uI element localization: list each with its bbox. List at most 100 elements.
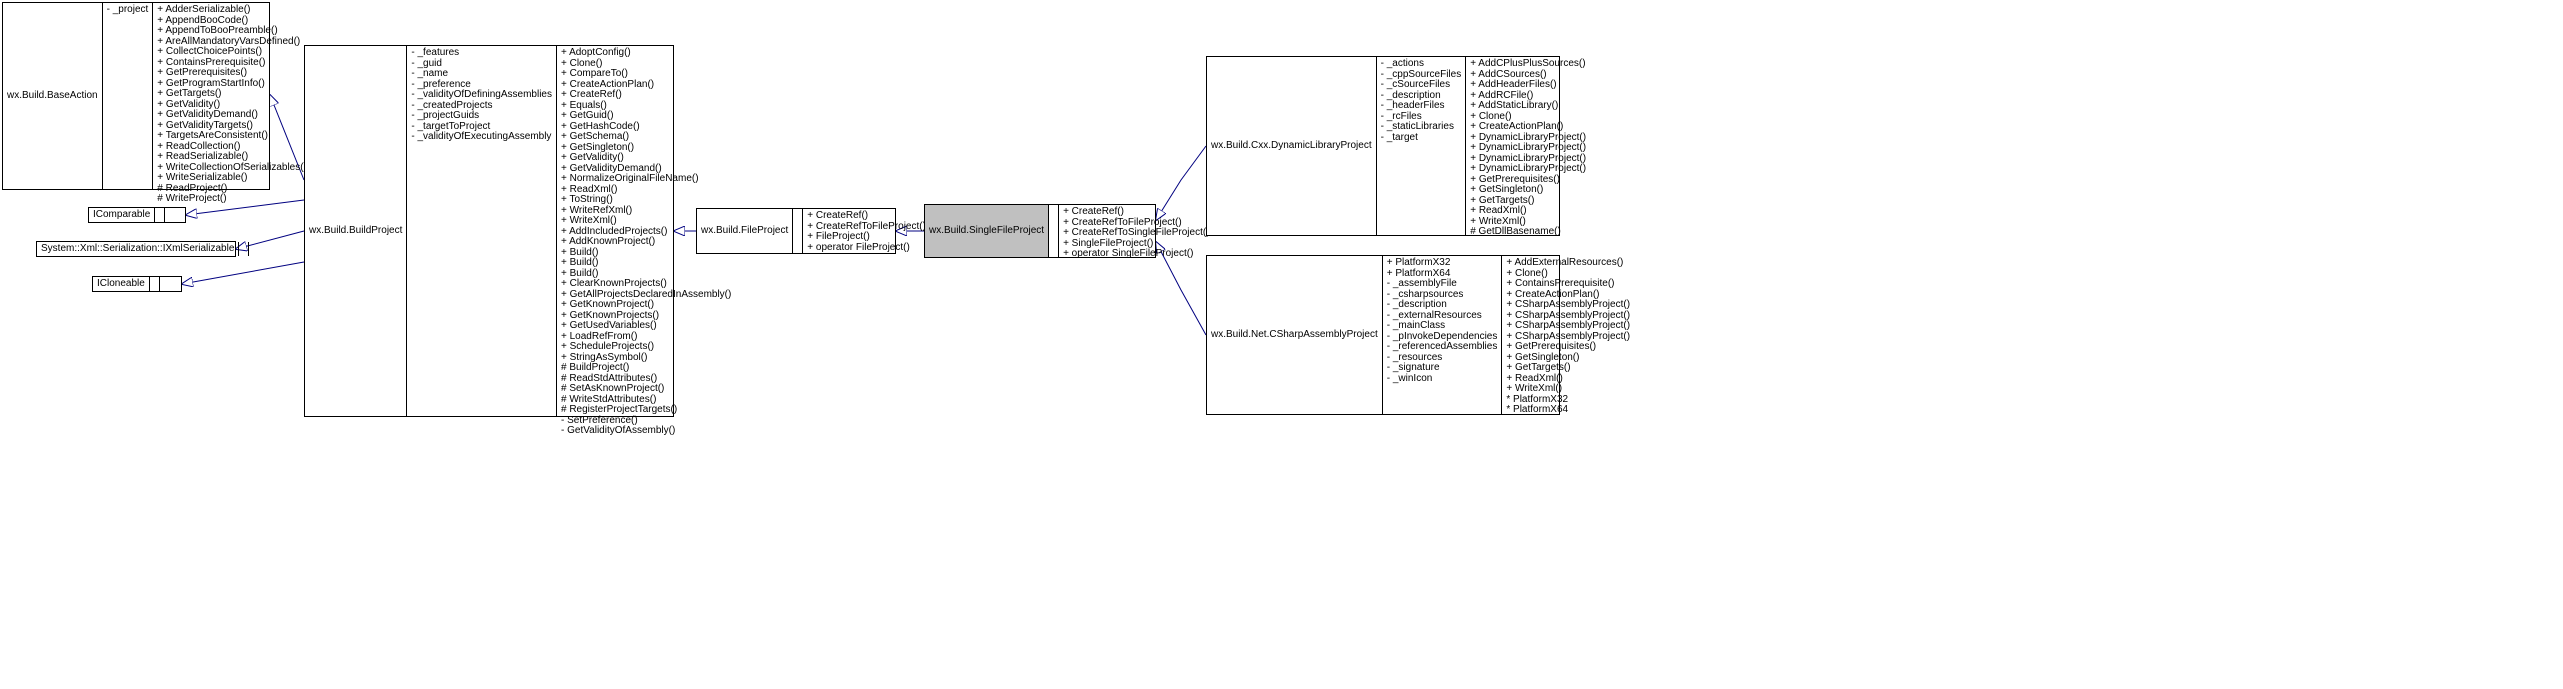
class-baseAction: wx.Build.BaseAction- _project+ AdderSeri… bbox=[2, 2, 270, 190]
operation: + Build() bbox=[561, 258, 731, 269]
operation: + ToString() bbox=[561, 195, 731, 206]
operation: # RegisterProjectTargets() bbox=[561, 405, 731, 416]
class-title: wx.Build.SingleFileProject bbox=[925, 205, 1049, 257]
operation: + WriteSerializable() bbox=[157, 173, 307, 184]
class-buildProject: wx.Build.BuildProject- _features- _guid-… bbox=[304, 45, 674, 417]
class-title: System::Xml::Serialization::IXmlSerializ… bbox=[37, 242, 239, 256]
class-title: wx.Build.Net.CSharpAssemblyProject bbox=[1207, 256, 1383, 414]
operation: + operator FileProject() bbox=[807, 243, 926, 254]
class-attributes bbox=[150, 277, 160, 291]
operation: + AddStaticLibrary() bbox=[1470, 101, 1586, 112]
operation: # SetAsKnownProject() bbox=[561, 384, 731, 395]
attribute: - _headerFiles bbox=[1381, 101, 1462, 112]
class-operations: + CreateRef()+ CreateRefToFileProject()+… bbox=[1059, 205, 1213, 257]
operation: + WriteXml() bbox=[1506, 384, 1630, 395]
operation: + AppendToBooPreamble() bbox=[157, 26, 307, 37]
attribute: - _name bbox=[411, 69, 552, 80]
operation: - GetValidityOfAssembly() bbox=[561, 426, 731, 437]
operation: + GetSingleton() bbox=[1470, 185, 1586, 196]
operation: + AdoptConfig() bbox=[561, 48, 731, 59]
operation: + GetSchema() bbox=[561, 132, 731, 143]
operation: + GetValidity() bbox=[561, 153, 731, 164]
class-operations bbox=[249, 242, 259, 256]
class-fileProject: wx.Build.FileProject+ CreateRef()+ Creat… bbox=[696, 208, 896, 254]
class-operations bbox=[165, 208, 175, 222]
attribute: - _mainClass bbox=[1387, 321, 1498, 332]
operation: # WriteProject() bbox=[157, 194, 307, 205]
operation: + CreateRef() bbox=[561, 90, 731, 101]
operation: + ReadXml() bbox=[1470, 206, 1586, 217]
operation: + CompareTo() bbox=[561, 69, 731, 80]
operation: + GetValidityDemand() bbox=[157, 110, 307, 121]
class-singleFileProject: wx.Build.SingleFileProject+ CreateRef()+… bbox=[924, 204, 1156, 258]
attribute: + PlatformX32 bbox=[1387, 258, 1498, 269]
attribute: - _referencedAssemblies bbox=[1387, 342, 1498, 353]
operation: + GetTargets() bbox=[157, 89, 307, 100]
operation: + CreateRef() bbox=[807, 211, 926, 222]
class-attributes: + PlatformX32+ PlatformX64- _assemblyFil… bbox=[1383, 256, 1503, 414]
class-title: wx.Build.BaseAction bbox=[3, 3, 103, 189]
operation: + AddExternalResources() bbox=[1506, 258, 1630, 269]
attribute: - _project bbox=[107, 5, 149, 16]
class-title: wx.Build.FileProject bbox=[697, 209, 793, 253]
class-attributes bbox=[155, 208, 165, 222]
class-attributes: - _features- _guid- _name- _preference- … bbox=[407, 46, 557, 416]
class-operations: + AdderSerializable()+ AppendBooCode()+ … bbox=[153, 3, 311, 189]
class-iComparable: IComparable bbox=[88, 207, 186, 223]
operation: + ScheduleProjects() bbox=[561, 342, 731, 353]
operation: + GetPrerequisites() bbox=[1506, 342, 1630, 353]
operation: # GetDllBasename() bbox=[1470, 227, 1586, 238]
attribute: - _projectGuids bbox=[411, 111, 552, 122]
class-operations: + CreateRef()+ CreateRefToFileProject()+… bbox=[803, 209, 930, 253]
operation: + AddCPlusPlusSources() bbox=[1470, 59, 1586, 70]
attribute: - _assemblyFile bbox=[1387, 279, 1498, 290]
class-attributes: - _actions- _cppSourceFiles- _cSourceFil… bbox=[1377, 57, 1467, 235]
class-attributes bbox=[793, 209, 803, 253]
operation: + DynamicLibraryProject() bbox=[1470, 143, 1586, 154]
attribute: - _winIcon bbox=[1387, 374, 1498, 385]
class-title: IComparable bbox=[89, 208, 155, 222]
operation: + operator SingleFileProject() bbox=[1063, 249, 1209, 260]
operation: + AdderSerializable() bbox=[157, 5, 307, 16]
operation: + GetPrerequisites() bbox=[157, 68, 307, 79]
class-attributes bbox=[1049, 205, 1059, 257]
class-csharp: wx.Build.Net.CSharpAssemblyProject+ Plat… bbox=[1206, 255, 1560, 415]
attribute: - _target bbox=[1381, 133, 1462, 144]
operation: + CreateRef() bbox=[1063, 207, 1209, 218]
class-title: ICloneable bbox=[93, 277, 150, 291]
class-dynLib: wx.Build.Cxx.DynamicLibraryProject- _act… bbox=[1206, 56, 1560, 236]
operation: * PlatformX64 bbox=[1506, 405, 1630, 416]
attribute: - _signature bbox=[1387, 363, 1498, 374]
operation: + DynamicLibraryProject() bbox=[1470, 164, 1586, 175]
attribute: - _cSourceFiles bbox=[1381, 80, 1462, 91]
inheritance-edge bbox=[182, 262, 304, 284]
operation: + CSharpAssemblyProject() bbox=[1506, 321, 1630, 332]
class-iXmlSerializable: System::Xml::Serialization::IXmlSerializ… bbox=[36, 241, 236, 257]
class-attributes: - _project bbox=[103, 3, 154, 189]
operation: # BuildProject() bbox=[561, 363, 731, 374]
operation: + GetUsedVariables() bbox=[561, 321, 731, 332]
operation: + TargetsAreConsistent() bbox=[157, 131, 307, 142]
attribute: - _features bbox=[411, 48, 552, 59]
operation: + GetGuid() bbox=[561, 111, 731, 122]
operation: + FileProject() bbox=[807, 232, 926, 243]
class-operations: + AddExternalResources()+ Clone()+ Conta… bbox=[1502, 256, 1634, 414]
operation: + ReadSerializable() bbox=[157, 152, 307, 163]
operation: + ClearKnownProjects() bbox=[561, 279, 731, 290]
operation: + CreateActionPlan() bbox=[1470, 122, 1586, 133]
attribute: - _validityOfDefiningAssemblies bbox=[411, 90, 552, 101]
operation: + ContainsPrerequisite() bbox=[1506, 279, 1630, 290]
operation: + CreateRefToSingleFileProject() bbox=[1063, 228, 1209, 239]
attribute: - _actions bbox=[1381, 59, 1462, 70]
operation: + CollectChoicePoints() bbox=[157, 47, 307, 58]
class-title: wx.Build.BuildProject bbox=[305, 46, 407, 416]
operation: + GetKnownProject() bbox=[561, 300, 731, 311]
attribute: - _validityOfExecutingAssembly bbox=[411, 132, 552, 143]
class-title: wx.Build.Cxx.DynamicLibraryProject bbox=[1207, 57, 1377, 235]
class-attributes bbox=[239, 242, 249, 256]
class-iCloneable: ICloneable bbox=[92, 276, 182, 292]
operation: + GetTargets() bbox=[1506, 363, 1630, 374]
attribute: - _description bbox=[1387, 300, 1498, 311]
class-operations bbox=[160, 277, 170, 291]
class-operations: + AddCPlusPlusSources()+ AddCSources()+ … bbox=[1466, 57, 1590, 235]
